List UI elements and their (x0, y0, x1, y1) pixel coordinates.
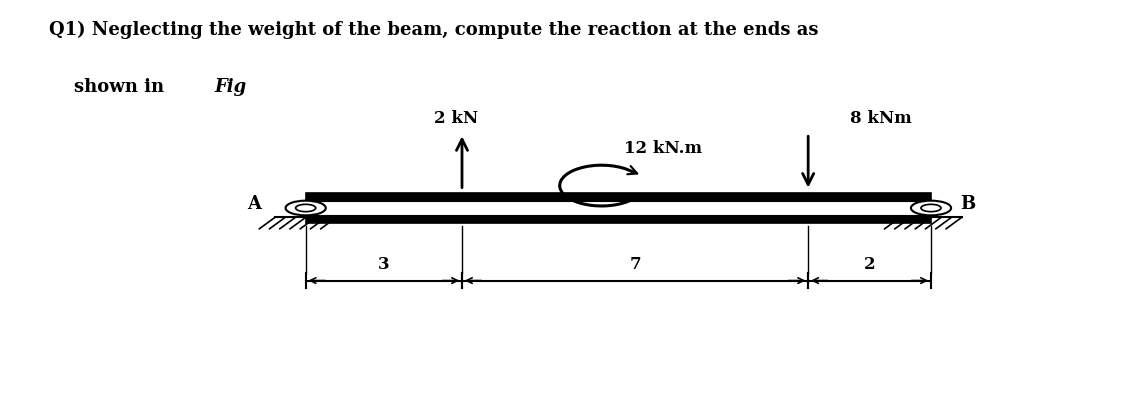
Text: shown in: shown in (48, 77, 170, 96)
Text: 7: 7 (629, 256, 641, 273)
Circle shape (296, 204, 316, 212)
Text: Q1) Neglecting the weight of the beam, compute the reaction at the ends as: Q1) Neglecting the weight of the beam, c… (48, 20, 818, 39)
Circle shape (286, 201, 326, 215)
Circle shape (911, 201, 951, 215)
Text: 2: 2 (864, 256, 875, 273)
Text: B: B (960, 195, 975, 213)
Bar (306, 201, 931, 215)
Text: 2 kN: 2 kN (434, 110, 478, 127)
Text: 12 kN.m: 12 kN.m (624, 140, 702, 157)
Bar (306, 193, 931, 223)
Circle shape (921, 204, 940, 212)
Text: 8 kNm: 8 kNm (849, 110, 911, 127)
Text: 3: 3 (378, 256, 389, 273)
Text: Fig: Fig (214, 77, 246, 96)
Text: A: A (248, 195, 261, 213)
